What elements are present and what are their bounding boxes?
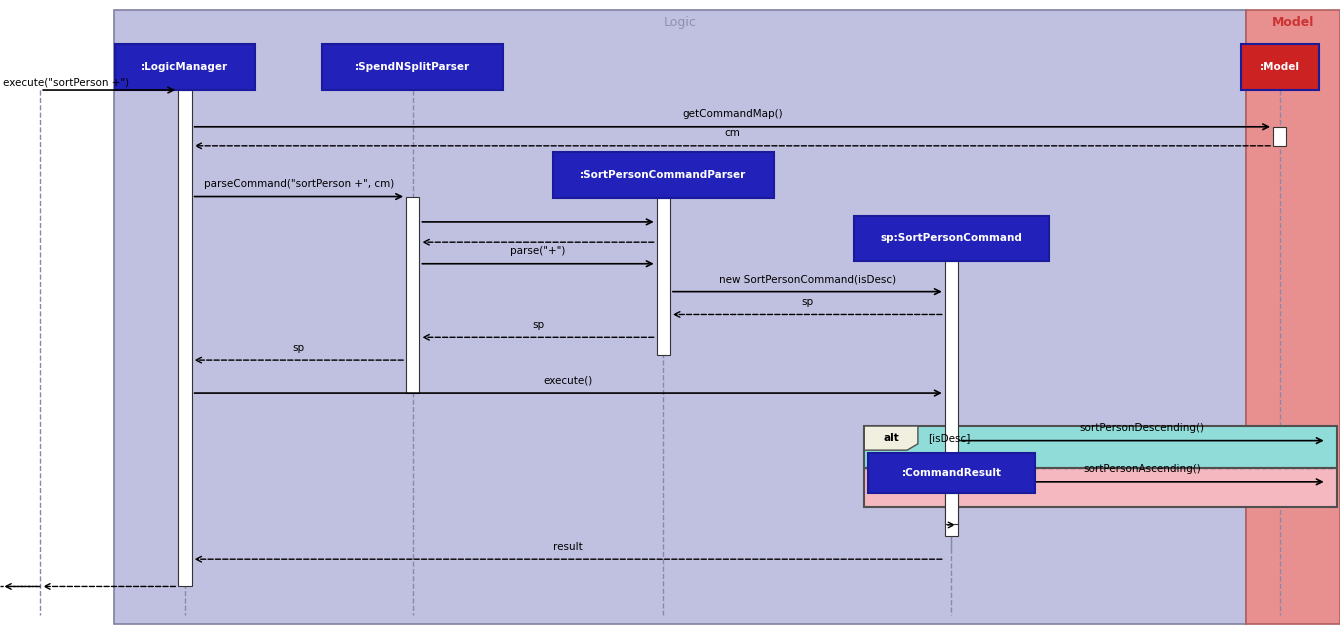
FancyBboxPatch shape bbox=[868, 453, 1034, 493]
Text: cm: cm bbox=[725, 128, 740, 138]
Bar bbox=[1273, 127, 1286, 146]
Bar bbox=[178, 90, 192, 586]
Text: Logic: Logic bbox=[663, 16, 697, 29]
Text: sortPersonDescending(): sortPersonDescending() bbox=[1080, 423, 1205, 433]
Text: sp:SortPersonCommand: sp:SortPersonCommand bbox=[880, 233, 1022, 243]
Bar bbox=[114, 10, 1246, 624]
Bar bbox=[945, 261, 958, 536]
FancyBboxPatch shape bbox=[552, 152, 775, 198]
Text: parseCommand("sortPerson +", cm): parseCommand("sortPerson +", cm) bbox=[204, 179, 394, 189]
Text: :CommandResult: :CommandResult bbox=[902, 468, 1001, 478]
Text: result: result bbox=[553, 541, 583, 552]
Text: :SortPersonCommandParser: :SortPersonCommandParser bbox=[580, 170, 746, 180]
FancyBboxPatch shape bbox=[1241, 44, 1319, 90]
Text: sp: sp bbox=[801, 297, 813, 307]
Bar bbox=[657, 198, 670, 355]
Text: execute("sortPerson +"): execute("sortPerson +") bbox=[3, 77, 129, 87]
Bar bbox=[864, 468, 1337, 507]
Text: getCommandMap(): getCommandMap() bbox=[682, 109, 783, 119]
Text: execute(): execute() bbox=[544, 375, 592, 385]
Bar bbox=[864, 426, 1337, 468]
Text: sortPersonAscending(): sortPersonAscending() bbox=[1084, 464, 1201, 474]
Text: sp: sp bbox=[532, 320, 544, 330]
Text: alt: alt bbox=[883, 433, 899, 443]
Bar bbox=[406, 197, 419, 393]
FancyBboxPatch shape bbox=[855, 216, 1048, 261]
FancyBboxPatch shape bbox=[115, 44, 255, 90]
Text: :Model: :Model bbox=[1260, 62, 1300, 72]
Bar bbox=[945, 493, 958, 524]
Text: Model: Model bbox=[1272, 16, 1315, 29]
Text: new SortPersonCommand(isDesc): new SortPersonCommand(isDesc) bbox=[718, 274, 896, 284]
Text: sp: sp bbox=[292, 342, 306, 353]
FancyBboxPatch shape bbox=[322, 44, 504, 90]
Text: parse("+"): parse("+") bbox=[511, 246, 565, 256]
Text: [isDesc]: [isDesc] bbox=[929, 433, 971, 443]
Text: :SpendNSplitParser: :SpendNSplitParser bbox=[355, 62, 470, 72]
Bar bbox=[1246, 10, 1340, 624]
Text: :LogicManager: :LogicManager bbox=[141, 62, 229, 72]
Polygon shape bbox=[864, 426, 918, 450]
